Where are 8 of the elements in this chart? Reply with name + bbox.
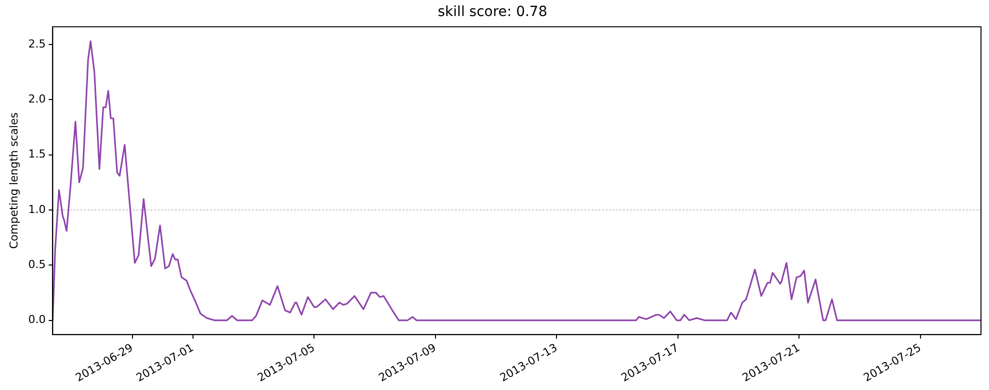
y-tick-label: 1.0 — [28, 202, 46, 216]
y-tick-label: 2.0 — [28, 92, 46, 106]
y-tick-label: 0.0 — [28, 313, 46, 326]
y-tick-label: 1.5 — [28, 148, 46, 161]
y-axis-title: Competing length scales — [7, 112, 20, 249]
y-tick-label: 2.5 — [28, 37, 46, 50]
chart-title: skill score: 0.78 — [438, 4, 548, 20]
y-tick-label: 0.5 — [28, 258, 46, 271]
